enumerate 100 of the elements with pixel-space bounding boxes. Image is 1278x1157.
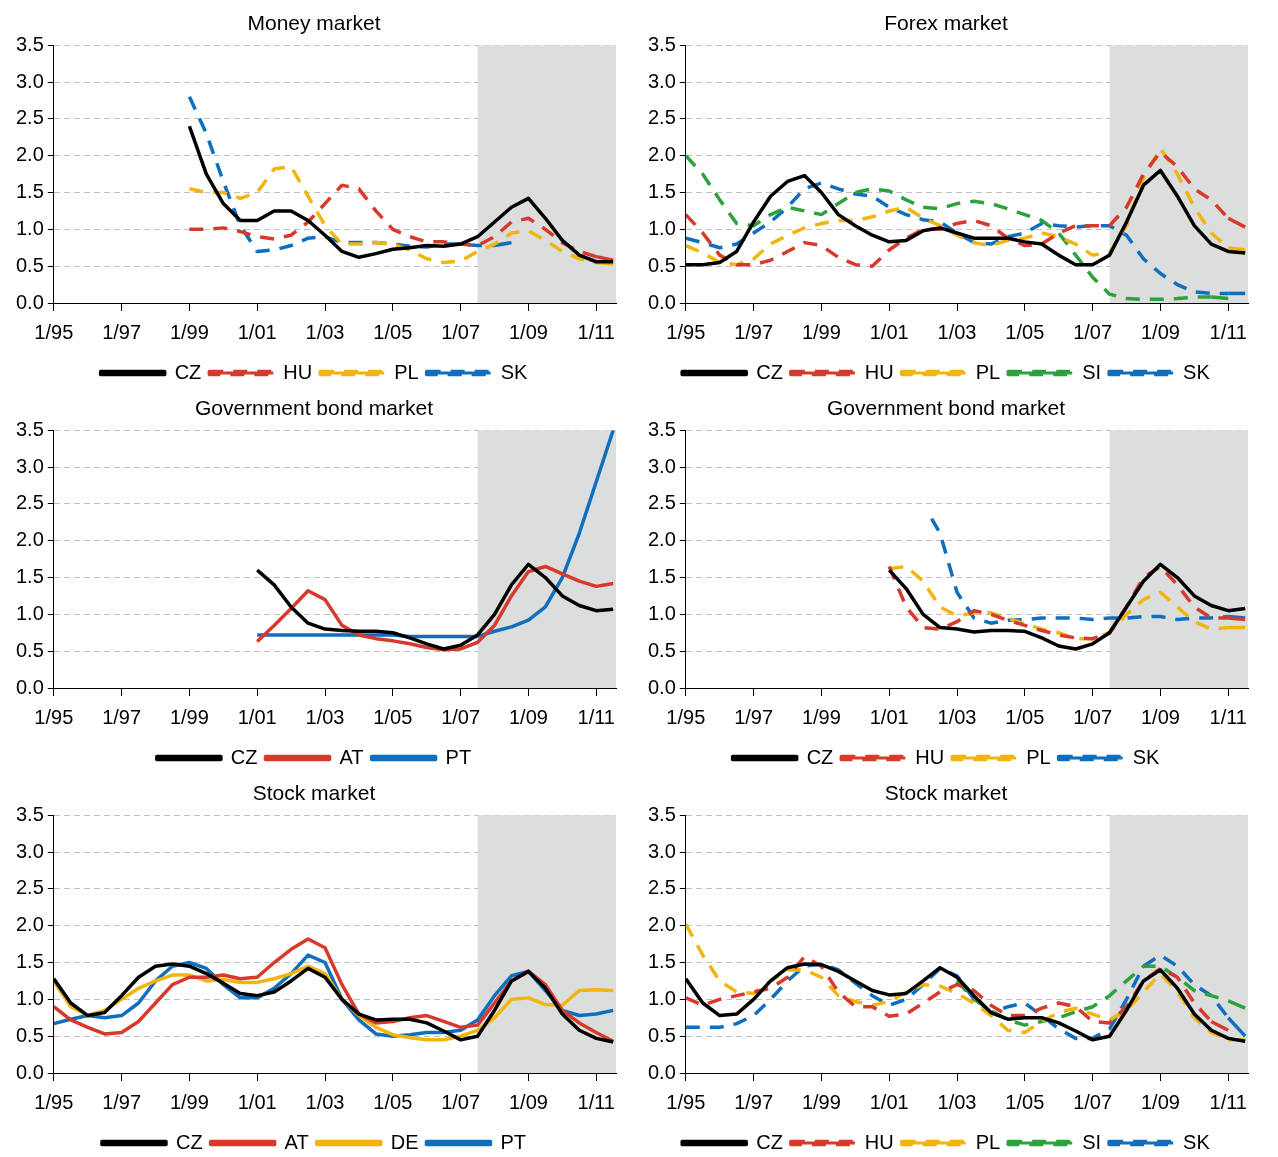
y-tick-label: 1.5 bbox=[647, 180, 676, 203]
x-tick-label: 1/03 bbox=[305, 705, 345, 728]
legend-label: CZ bbox=[756, 1130, 783, 1153]
legend-label: SI bbox=[1082, 360, 1102, 383]
legend-label: SK bbox=[1183, 1130, 1211, 1153]
x-tick-label: 1/95 bbox=[34, 320, 74, 343]
y-tick-label: 3.0 bbox=[647, 454, 676, 477]
y-tick-label: 0.0 bbox=[647, 290, 676, 313]
x-tick-label: 1/05 bbox=[1005, 705, 1045, 728]
legend-label: PT bbox=[500, 1130, 527, 1153]
y-tick-label: 1.0 bbox=[15, 601, 44, 624]
x-tick-label: 1/05 bbox=[373, 320, 413, 343]
chart-title: Government bond market bbox=[826, 396, 1066, 420]
x-tick-label: 1/11 bbox=[1209, 1090, 1247, 1113]
x-tick-label: 1/01 bbox=[869, 705, 909, 728]
x-tick-label: 1/09 bbox=[1140, 705, 1180, 728]
y-tick-label: 3.0 bbox=[15, 454, 44, 477]
x-tick-label: 1/97 bbox=[102, 320, 142, 343]
x-tick-label: 1/11 bbox=[577, 320, 615, 343]
y-tick-label: 1.0 bbox=[15, 986, 44, 1009]
legend-label: CZ bbox=[756, 360, 783, 383]
x-tick-label: 1/07 bbox=[441, 320, 481, 343]
x-tick-label: 1/99 bbox=[801, 705, 841, 728]
x-tick-label: 1/07 bbox=[441, 1090, 481, 1113]
y-tick-label: 2.5 bbox=[647, 876, 676, 899]
y-tick-label: 0.0 bbox=[15, 675, 44, 698]
x-tick-label: 1/09 bbox=[508, 1090, 548, 1113]
y-tick-label: 2.5 bbox=[15, 106, 44, 129]
y-tick-label: 1.5 bbox=[647, 565, 676, 588]
y-tick-label: 3.0 bbox=[647, 839, 676, 862]
legend-label: CZ bbox=[175, 1130, 203, 1153]
legend-label: PL bbox=[394, 360, 419, 383]
y-tick-label: 1.0 bbox=[647, 601, 676, 624]
legend-label: SK bbox=[1183, 360, 1211, 383]
x-tick-label: 1/01 bbox=[237, 1090, 277, 1113]
x-tick-label: 1/03 bbox=[305, 320, 345, 343]
y-tick-label: 2.0 bbox=[647, 143, 676, 166]
x-tick-label: 1/09 bbox=[508, 705, 548, 728]
x-tick-label: 1/05 bbox=[373, 705, 413, 728]
y-tick-label: 0.5 bbox=[15, 253, 44, 276]
x-tick-label: 1/01 bbox=[869, 320, 909, 343]
y-tick-label: 1.5 bbox=[15, 565, 44, 588]
y-tick-label: 2.5 bbox=[647, 491, 676, 514]
x-tick-label: 1/09 bbox=[1140, 320, 1180, 343]
y-tick-label: 0.0 bbox=[647, 675, 676, 698]
legend-label: HU bbox=[283, 360, 313, 383]
legend-label: AT bbox=[339, 745, 364, 768]
y-tick-label: 0.5 bbox=[647, 253, 676, 276]
x-tick-label: 1/05 bbox=[1005, 1090, 1045, 1113]
x-tick-label: 1/99 bbox=[169, 1090, 209, 1113]
chart-title: Stock market bbox=[884, 781, 1008, 805]
y-tick-label: 3.0 bbox=[15, 69, 44, 92]
x-tick-label: 1/03 bbox=[937, 1090, 977, 1113]
x-tick-label: 1/01 bbox=[237, 320, 277, 343]
x-tick-label: 1/97 bbox=[102, 1090, 142, 1113]
y-tick-label: 2.0 bbox=[15, 143, 44, 166]
legend-label: CZ bbox=[806, 745, 834, 768]
x-tick-label: 1/11 bbox=[577, 1090, 615, 1113]
x-tick-label: 1/99 bbox=[169, 320, 209, 343]
y-tick-label: 2.5 bbox=[15, 491, 44, 514]
y-tick-label: 3.0 bbox=[15, 839, 44, 862]
legend-label: HU bbox=[864, 1130, 894, 1153]
chart-title: Government bond market bbox=[194, 396, 434, 420]
y-tick-label: 3.5 bbox=[15, 802, 44, 825]
x-tick-label: 1/97 bbox=[734, 705, 774, 728]
x-tick-label: 1/07 bbox=[1073, 705, 1113, 728]
y-tick-label: 1.0 bbox=[15, 216, 44, 239]
x-tick-label: 1/07 bbox=[1073, 1090, 1113, 1113]
y-tick-label: 2.0 bbox=[647, 913, 676, 936]
y-tick-label: 3.5 bbox=[647, 417, 676, 440]
legend-label: PL bbox=[1026, 745, 1051, 768]
x-tick-label: 1/01 bbox=[869, 1090, 909, 1113]
x-tick-label: 1/95 bbox=[666, 705, 706, 728]
legend-label: PT bbox=[445, 745, 472, 768]
x-tick-label: 1/11 bbox=[1209, 705, 1247, 728]
x-tick-label: 1/01 bbox=[237, 705, 277, 728]
legend-label: PL bbox=[975, 1130, 1001, 1153]
x-tick-label: 1/03 bbox=[937, 705, 977, 728]
x-tick-label: 1/99 bbox=[801, 320, 841, 343]
x-tick-label: 1/11 bbox=[577, 705, 615, 728]
x-tick-label: 1/95 bbox=[34, 1090, 74, 1113]
y-tick-label: 2.0 bbox=[15, 913, 44, 936]
chart-title: Money market bbox=[247, 11, 381, 35]
y-tick-label: 0.0 bbox=[15, 290, 44, 313]
y-tick-label: 1.5 bbox=[647, 950, 676, 973]
legend-label: AT bbox=[284, 1130, 309, 1153]
y-tick-label: 3.5 bbox=[647, 802, 676, 825]
x-tick-label: 1/97 bbox=[102, 705, 142, 728]
y-tick-label: 2.0 bbox=[647, 528, 676, 551]
legend-label: HU bbox=[864, 360, 894, 383]
x-tick-label: 1/09 bbox=[508, 320, 548, 343]
x-tick-label: 1/07 bbox=[1073, 320, 1113, 343]
y-tick-label: 3.5 bbox=[15, 32, 44, 55]
x-tick-label: 1/99 bbox=[801, 1090, 841, 1113]
x-tick-label: 1/95 bbox=[666, 1090, 706, 1113]
y-tick-label: 0.5 bbox=[647, 1023, 676, 1046]
legend-label: SI bbox=[1082, 1130, 1102, 1153]
y-tick-label: 3.5 bbox=[15, 417, 44, 440]
x-tick-label: 1/95 bbox=[666, 320, 706, 343]
x-tick-label: 1/05 bbox=[1005, 320, 1045, 343]
